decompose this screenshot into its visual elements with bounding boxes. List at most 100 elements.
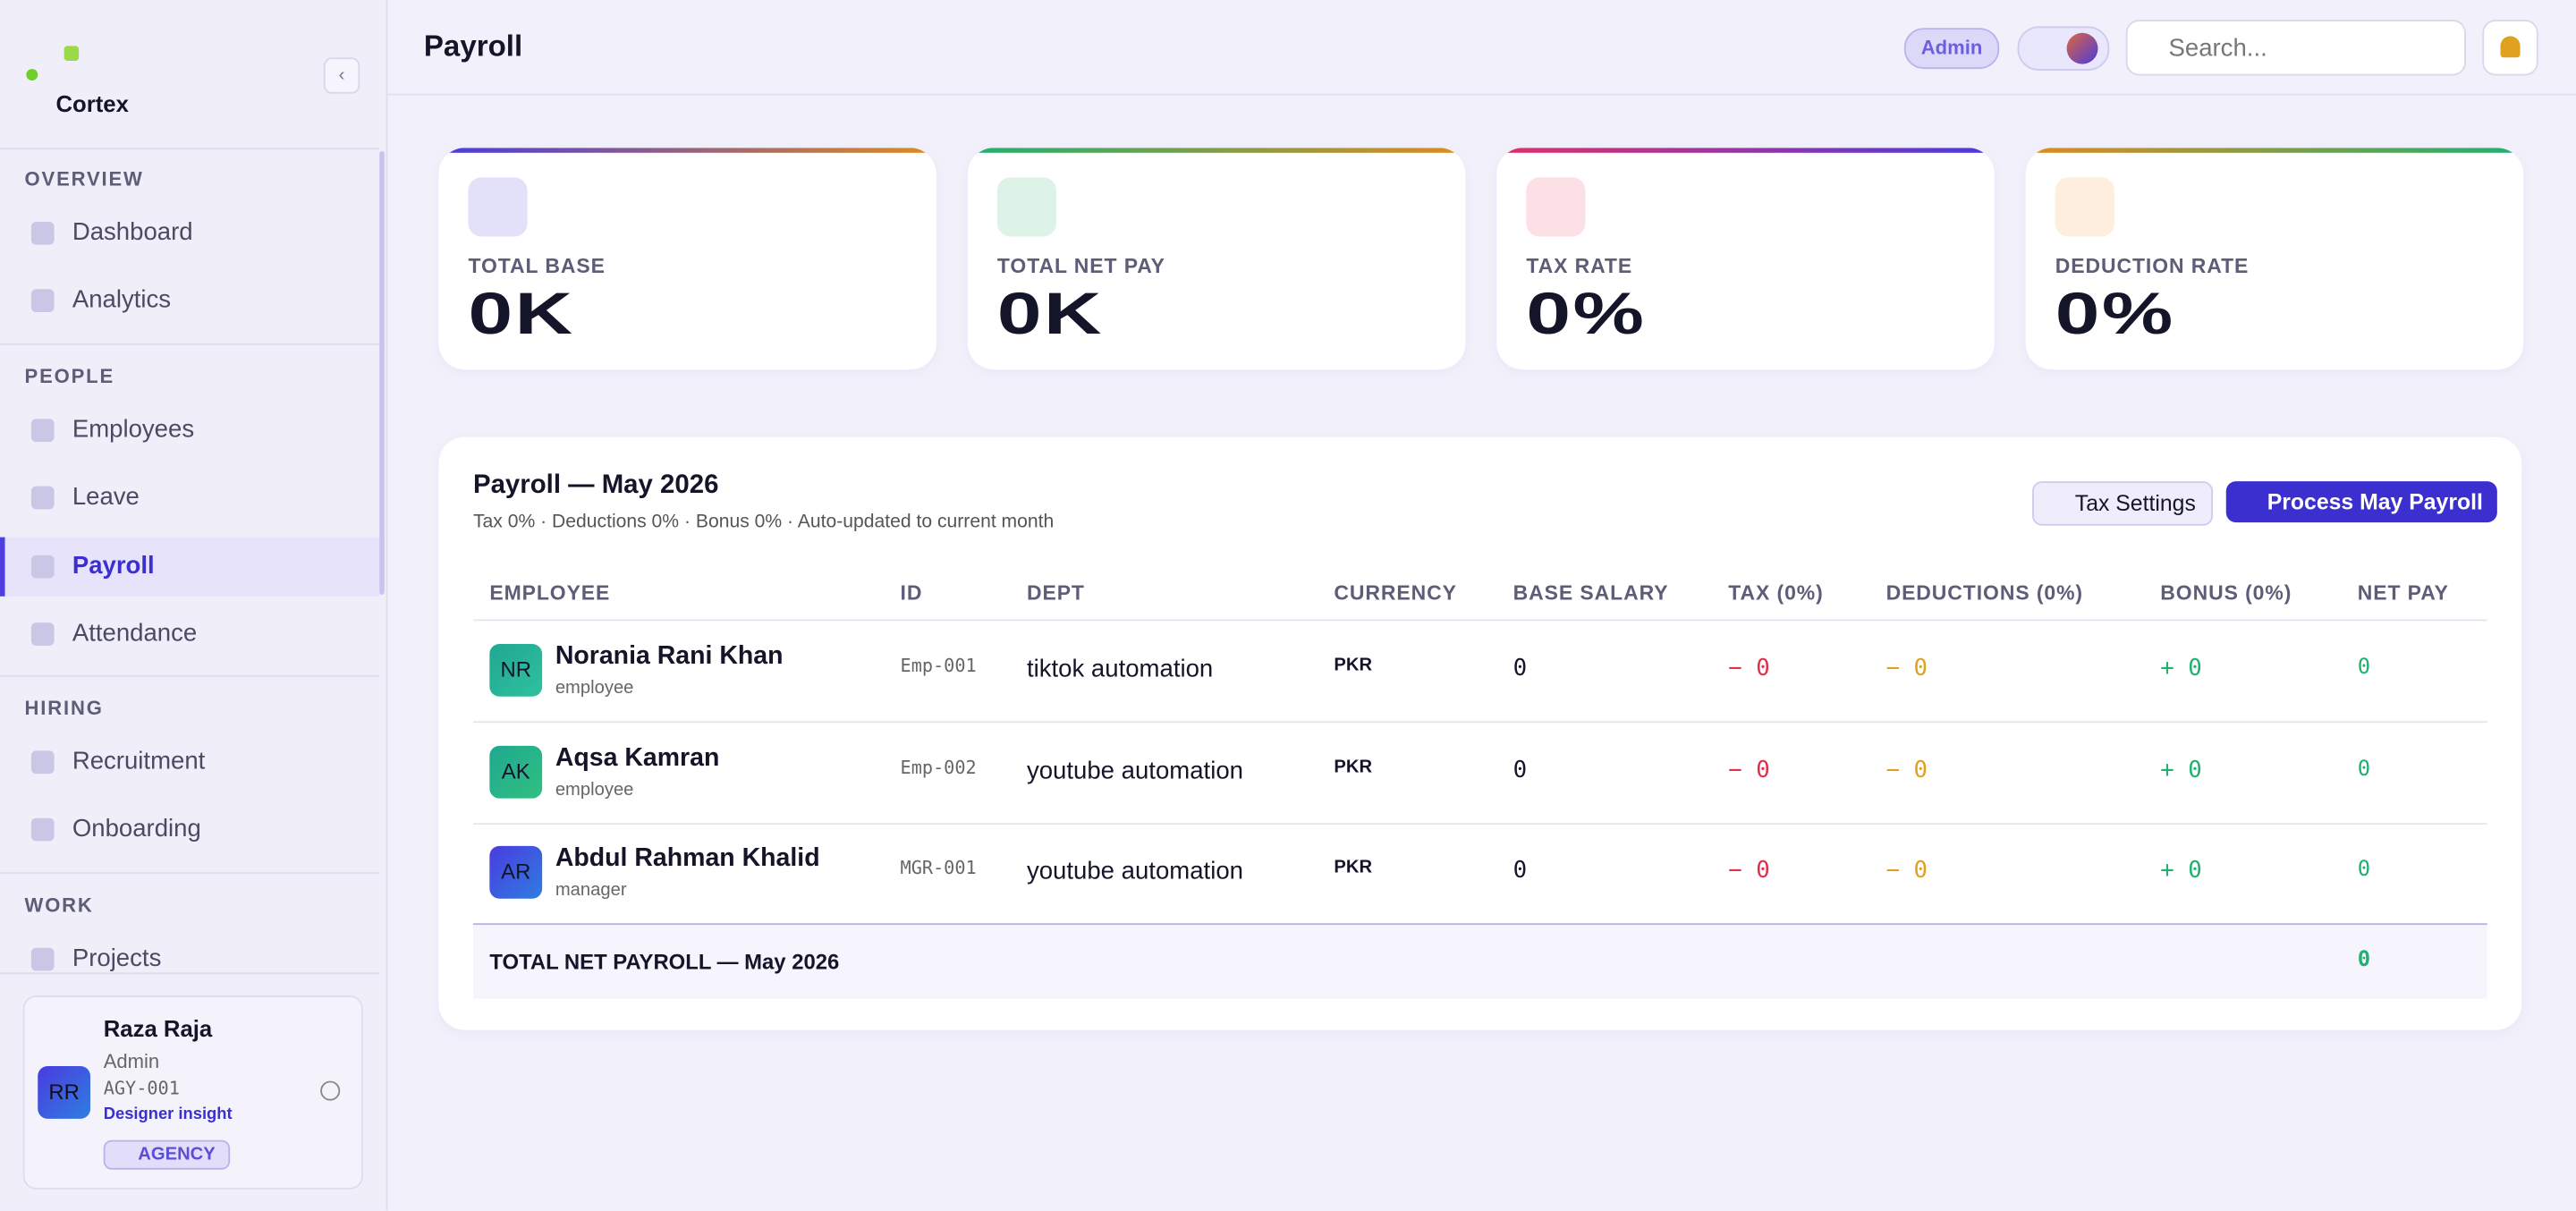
nav-item[interactable]: Attendance bbox=[0, 605, 379, 664]
total-row bbox=[472, 923, 2487, 999]
stat-label: TOTAL BASE bbox=[468, 254, 606, 278]
nav-section: WORK bbox=[24, 893, 94, 917]
theme-toggle[interactable] bbox=[2017, 26, 2110, 71]
nav-item[interactable]: Recruitment bbox=[0, 733, 379, 792]
employee-name: Abdul Rahman Khalid bbox=[555, 844, 820, 873]
stat-icon bbox=[468, 177, 528, 237]
cell-dept: tiktok automation bbox=[1026, 655, 1214, 684]
stat-card: DEDUCTION RATE 0% bbox=[2025, 148, 2524, 370]
employee-role: employee bbox=[555, 678, 634, 699]
column-header: TAX (0%) bbox=[1728, 581, 1824, 605]
cell-currency: PKR bbox=[1334, 655, 1373, 675]
nav-label: Payroll bbox=[72, 551, 155, 580]
stat-label: TOTAL NET PAY bbox=[996, 254, 1165, 278]
cell-deductions: − 0 bbox=[1885, 655, 1928, 682]
stat-value: 0% bbox=[2055, 279, 2175, 347]
row-divider bbox=[472, 721, 2487, 724]
nav-icon bbox=[30, 555, 55, 578]
cell-id: Emp-002 bbox=[900, 756, 977, 778]
nav-item[interactable]: Employees bbox=[0, 401, 379, 460]
employee-name: Norania Rani Khan bbox=[555, 642, 784, 671]
cell-bonus: + 0 bbox=[2160, 655, 2202, 682]
notifications-button[interactable] bbox=[2482, 20, 2538, 76]
cell-net: 0 bbox=[2357, 756, 2371, 782]
nav-item[interactable]: Dashboard bbox=[0, 204, 379, 263]
cell-bonus: + 0 bbox=[2160, 857, 2202, 885]
column-header: BONUS (0%) bbox=[2160, 581, 2292, 605]
column-header: BASE SALARY bbox=[1513, 581, 1669, 605]
stat-label: DEDUCTION RATE bbox=[2055, 254, 2250, 278]
role-badge: Admin bbox=[1903, 28, 2000, 70]
nav-item[interactable]: Analytics bbox=[0, 272, 379, 331]
total-value: 0 bbox=[2357, 947, 2371, 973]
divider bbox=[0, 972, 380, 975]
employee-avatar: NR bbox=[489, 644, 543, 697]
cell-dept: youtube automation bbox=[1026, 756, 1243, 785]
stat-accent bbox=[1496, 148, 1995, 153]
logo-icon bbox=[64, 46, 80, 61]
user-name: Raza Raja bbox=[103, 1015, 213, 1042]
divider bbox=[0, 343, 380, 345]
user-id: AGY-001 bbox=[103, 1077, 180, 1099]
tax-settings-button[interactable]: Tax Settings bbox=[2032, 481, 2213, 526]
cell-deductions: − 0 bbox=[1885, 857, 1928, 885]
cell-deductions: − 0 bbox=[1885, 756, 1928, 783]
cell-base: 0 bbox=[1513, 655, 1528, 682]
employee-avatar: AR bbox=[489, 845, 543, 899]
cell-tax: − 0 bbox=[1728, 857, 1770, 885]
cell-tax: − 0 bbox=[1728, 756, 1770, 783]
nav-label: Projects bbox=[72, 944, 162, 973]
history-icon[interactable] bbox=[320, 1080, 341, 1101]
user-role: Admin bbox=[103, 1049, 160, 1073]
nav-item[interactable]: Onboarding bbox=[0, 800, 379, 860]
employee-role: employee bbox=[555, 779, 634, 800]
column-header: DEDUCTIONS (0%) bbox=[1885, 581, 2084, 605]
nav-label: Dashboard bbox=[72, 218, 193, 247]
total-label: TOTAL NET PAYROLL — May 2026 bbox=[489, 949, 840, 975]
stat-icon bbox=[1526, 177, 1586, 237]
nav-label: Recruitment bbox=[72, 747, 206, 775]
nav-section: HIRING bbox=[24, 696, 104, 720]
nav-icon bbox=[30, 289, 55, 313]
column-header: ID bbox=[900, 581, 923, 605]
nav-section: OVERVIEW bbox=[24, 167, 144, 191]
stat-value: 0K bbox=[468, 279, 575, 347]
nav-icon bbox=[30, 947, 55, 971]
user-card: RR Raza Raja Admin AGY-001 Designer insi… bbox=[22, 995, 363, 1190]
nav-icon bbox=[30, 487, 55, 510]
cell-base: 0 bbox=[1513, 756, 1528, 783]
employee-role: manager bbox=[555, 880, 627, 901]
nav-label: Onboarding bbox=[72, 815, 201, 843]
nav-icon bbox=[30, 750, 55, 775]
stat-accent bbox=[967, 148, 1466, 153]
column-header: EMPLOYEE bbox=[489, 581, 611, 605]
nav-item[interactable]: Payroll bbox=[0, 536, 380, 596]
divider bbox=[0, 674, 380, 677]
nav-icon bbox=[30, 818, 55, 842]
nav-label: Employees bbox=[72, 415, 195, 444]
search-placeholder: Search... bbox=[2168, 34, 2267, 63]
nav-label: Attendance bbox=[72, 619, 198, 648]
table-subtitle: Tax 0% · Deductions 0% · Bonus 0% · Auto… bbox=[472, 512, 1055, 533]
page-title: Payroll bbox=[423, 30, 523, 63]
collapse-button[interactable]: ‹ bbox=[323, 57, 360, 94]
nav-icon bbox=[30, 419, 55, 443]
user-avatar: RR bbox=[38, 1066, 91, 1119]
stat-icon bbox=[2055, 177, 2114, 237]
nav-item[interactable]: Projects bbox=[0, 930, 379, 989]
nav-item[interactable]: Leave bbox=[0, 469, 379, 528]
cell-dept: youtube automation bbox=[1026, 857, 1243, 886]
stat-label: TAX RATE bbox=[1526, 254, 1633, 278]
cell-tax: − 0 bbox=[1728, 655, 1770, 682]
nav-section: PEOPLE bbox=[24, 364, 114, 388]
cell-net: 0 bbox=[2357, 655, 2371, 681]
employee-name: Aqsa Kamran bbox=[555, 743, 720, 772]
brand: Cortex bbox=[55, 90, 129, 117]
employee-avatar: AK bbox=[489, 744, 543, 798]
user-insight[interactable]: Designer insight bbox=[103, 1105, 233, 1124]
process-payroll-button[interactable]: Process May Payroll bbox=[2225, 481, 2498, 523]
search-box[interactable]: Search... bbox=[2125, 20, 2466, 76]
cell-id: MGR-001 bbox=[900, 857, 977, 879]
topbar: Payroll Admin Search... bbox=[387, 0, 2576, 96]
